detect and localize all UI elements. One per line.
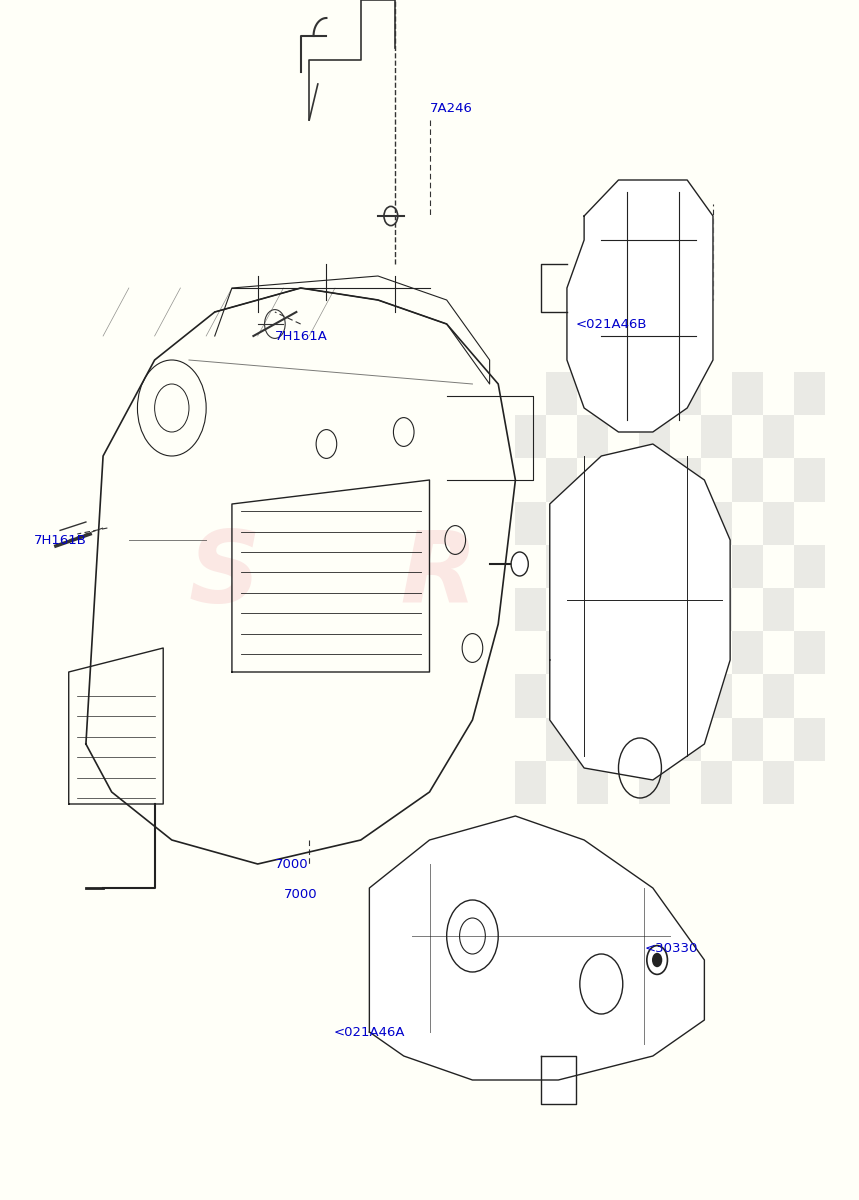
Polygon shape: [541, 1056, 576, 1104]
Bar: [577, 761, 608, 804]
Bar: [515, 502, 546, 545]
Text: S    R: S R: [189, 528, 478, 624]
Bar: [732, 718, 763, 761]
Bar: [639, 588, 670, 631]
Bar: [794, 545, 825, 588]
Bar: [608, 718, 639, 761]
Bar: [546, 631, 577, 674]
Circle shape: [511, 552, 528, 576]
Bar: [546, 545, 577, 588]
Bar: [670, 631, 701, 674]
Bar: [639, 415, 670, 458]
Bar: [732, 458, 763, 502]
Bar: [732, 372, 763, 415]
Bar: [794, 372, 825, 415]
Bar: [639, 674, 670, 718]
Bar: [639, 761, 670, 804]
Bar: [515, 415, 546, 458]
Bar: [608, 631, 639, 674]
Text: 7A246: 7A246: [430, 102, 472, 114]
Text: 7H161A: 7H161A: [275, 330, 328, 342]
Polygon shape: [369, 816, 704, 1080]
Bar: [670, 718, 701, 761]
Bar: [670, 458, 701, 502]
Text: <021A46A: <021A46A: [333, 1026, 405, 1038]
Bar: [608, 545, 639, 588]
Bar: [546, 372, 577, 415]
Bar: [701, 415, 732, 458]
Bar: [577, 415, 608, 458]
Bar: [763, 588, 794, 631]
Bar: [794, 718, 825, 761]
Bar: [515, 674, 546, 718]
Bar: [546, 718, 577, 761]
Bar: [794, 458, 825, 502]
Bar: [577, 502, 608, 545]
Text: 7000: 7000: [275, 858, 308, 870]
Bar: [546, 458, 577, 502]
Bar: [732, 631, 763, 674]
Bar: [701, 502, 732, 545]
Bar: [701, 674, 732, 718]
Bar: [608, 458, 639, 502]
Text: <021A46B: <021A46B: [576, 318, 647, 330]
Bar: [577, 588, 608, 631]
Bar: [763, 761, 794, 804]
Text: <30330: <30330: [644, 942, 698, 954]
Polygon shape: [550, 444, 730, 780]
Bar: [515, 588, 546, 631]
Bar: [577, 674, 608, 718]
Bar: [763, 502, 794, 545]
Bar: [701, 588, 732, 631]
Bar: [701, 761, 732, 804]
Bar: [608, 372, 639, 415]
Bar: [515, 761, 546, 804]
Bar: [763, 415, 794, 458]
Bar: [670, 545, 701, 588]
Text: 7H161B: 7H161B: [34, 534, 88, 546]
Circle shape: [652, 953, 662, 967]
Bar: [732, 545, 763, 588]
Bar: [670, 372, 701, 415]
Bar: [639, 502, 670, 545]
Bar: [794, 631, 825, 674]
Bar: [763, 674, 794, 718]
Circle shape: [647, 946, 667, 974]
Text: 7000: 7000: [283, 888, 317, 901]
Polygon shape: [567, 180, 713, 432]
